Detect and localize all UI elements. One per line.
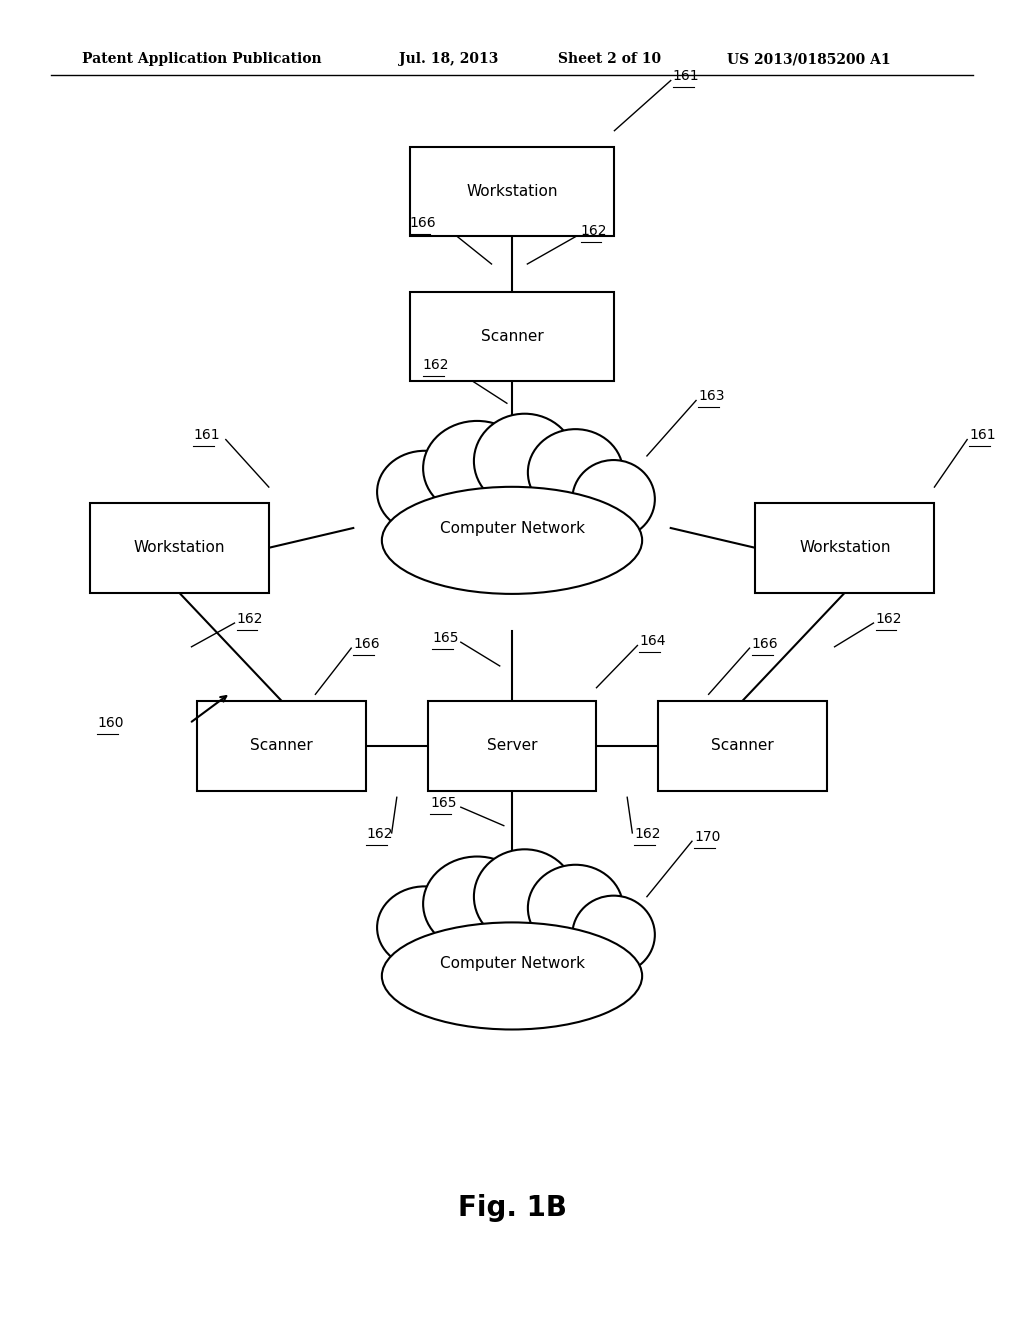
Ellipse shape (474, 849, 575, 944)
Ellipse shape (423, 857, 531, 952)
FancyBboxPatch shape (197, 701, 367, 791)
FancyBboxPatch shape (755, 503, 934, 593)
FancyBboxPatch shape (410, 292, 614, 381)
Ellipse shape (528, 865, 623, 952)
Ellipse shape (572, 461, 655, 539)
Text: Jul. 18, 2013: Jul. 18, 2013 (399, 53, 499, 66)
Text: Workstation: Workstation (799, 540, 891, 556)
Text: 162: 162 (423, 358, 450, 372)
Text: Workstation: Workstation (466, 183, 558, 199)
Ellipse shape (572, 896, 655, 974)
Text: 161: 161 (193, 428, 220, 442)
Text: Scanner: Scanner (711, 738, 774, 754)
Ellipse shape (423, 421, 531, 516)
FancyBboxPatch shape (90, 503, 268, 593)
Ellipse shape (377, 887, 472, 969)
FancyBboxPatch shape (410, 147, 614, 236)
Text: 162: 162 (635, 826, 660, 841)
FancyBboxPatch shape (428, 701, 596, 791)
Text: 160: 160 (97, 715, 124, 730)
Ellipse shape (377, 451, 472, 533)
Ellipse shape (474, 413, 575, 508)
Ellipse shape (382, 923, 642, 1030)
Ellipse shape (528, 429, 623, 516)
Text: Sheet 2 of 10: Sheet 2 of 10 (558, 53, 662, 66)
Text: 161: 161 (969, 428, 996, 442)
Text: 162: 162 (237, 611, 263, 626)
Text: Patent Application Publication: Patent Application Publication (82, 53, 322, 66)
Text: 165: 165 (432, 631, 459, 644)
Text: Computer Network: Computer Network (439, 520, 585, 536)
Text: Computer Network: Computer Network (439, 956, 585, 972)
Text: 166: 166 (353, 636, 380, 651)
Text: Fig. 1B: Fig. 1B (458, 1193, 566, 1222)
Text: Scanner: Scanner (480, 329, 544, 345)
Text: Workstation: Workstation (133, 540, 225, 556)
Text: 162: 162 (876, 611, 902, 626)
Text: 164: 164 (639, 634, 666, 648)
Text: 166: 166 (752, 636, 778, 651)
Text: Scanner: Scanner (250, 738, 313, 754)
Text: Server: Server (486, 738, 538, 754)
Text: US 2013/0185200 A1: US 2013/0185200 A1 (727, 53, 891, 66)
Text: 162: 162 (367, 826, 392, 841)
Text: 161: 161 (673, 69, 699, 83)
Text: 162: 162 (581, 223, 607, 238)
Text: 166: 166 (410, 215, 436, 230)
Ellipse shape (382, 487, 642, 594)
FancyBboxPatch shape (657, 701, 827, 791)
Text: 165: 165 (430, 796, 457, 809)
Text: 170: 170 (694, 830, 721, 843)
Text: 163: 163 (698, 389, 725, 403)
